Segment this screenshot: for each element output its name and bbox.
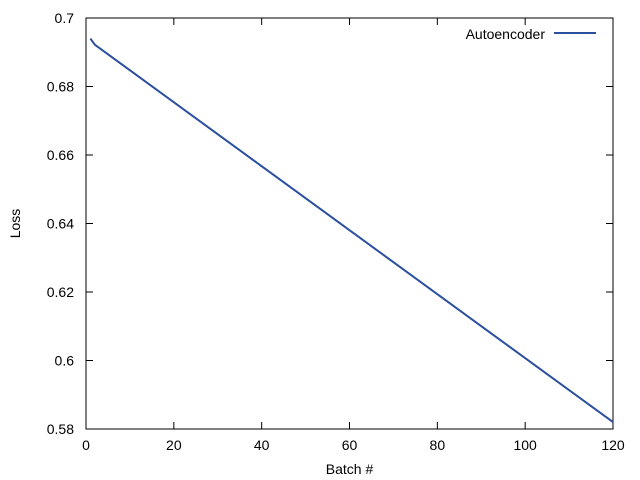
plot-area xyxy=(85,17,614,430)
y-tick-label: 0.64 xyxy=(47,216,74,232)
y-tick-label: 0.7 xyxy=(55,10,75,26)
legend-label-autoencoder: Autoencoder xyxy=(466,26,546,42)
y-tick-label: 0.58 xyxy=(47,421,74,437)
y-tick-label: 0.68 xyxy=(47,79,74,95)
y-axis-label: Loss xyxy=(7,209,23,239)
x-tick-label: 80 xyxy=(430,437,446,453)
x-tick-label: 40 xyxy=(254,437,270,453)
series-layer xyxy=(89,38,614,423)
y-tick-label: 0.6 xyxy=(55,353,75,369)
y-axis-ticks: 0.58 0.6 0.62 0.64 0.66 0.68 0.7 xyxy=(47,10,613,437)
x-tick-label: 60 xyxy=(342,437,358,453)
x-tick-label: 20 xyxy=(166,437,182,453)
series-line-autoencoder xyxy=(89,38,614,423)
y-tick-label: 0.62 xyxy=(47,284,74,300)
y-tick-label: 0.66 xyxy=(47,147,74,163)
x-tick-label: 120 xyxy=(601,437,625,453)
x-tick-label: 100 xyxy=(513,437,537,453)
legend: Autoencoder xyxy=(466,26,596,42)
x-axis-label: Batch # xyxy=(326,461,374,477)
x-tick-label: 0 xyxy=(82,437,90,453)
x-axis-ticks: 0 20 40 60 80 100 120 xyxy=(82,18,625,453)
